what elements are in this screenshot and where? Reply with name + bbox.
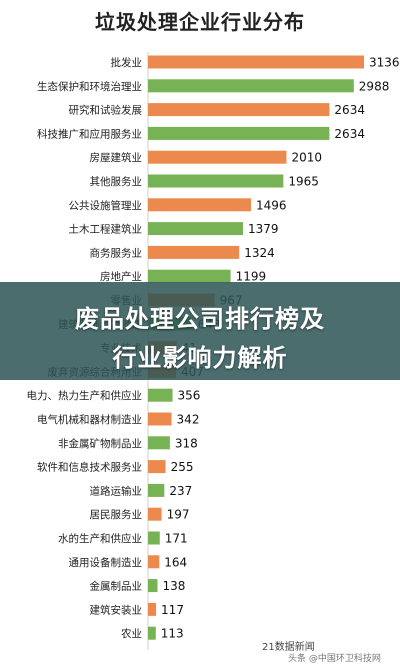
category-label: 生态保护和环境治理业 [37,80,142,93]
category-label: 电力、热力生产和供应业 [27,389,143,402]
watermark-text: 头条 @中国环卫科技网 [288,654,381,664]
headline-line-1: 废品处理公司排行榜及 [75,305,325,333]
value-label: 2010 [291,151,322,165]
value-label: 237 [169,484,192,498]
category-label: 软件和信息技术服务业 [37,461,142,474]
category-label: 金属制品业 [90,580,143,593]
category-label: 科技推广和应用服务业 [37,127,142,140]
category-label: 通用设备制造业 [69,556,143,569]
headline-banner [0,282,400,380]
bar [148,507,162,521]
bar [148,412,172,426]
value-label: 2634 [334,103,365,117]
value-label: 356 [178,389,201,403]
value-label: 1379 [248,222,279,236]
value-label: 342 [177,413,200,427]
category-label: 其他服务业 [90,175,143,188]
category-label: 建筑安装业 [90,603,143,616]
bar [148,222,243,236]
headline-line-2: 行业影响力解析 [112,344,288,372]
bar [148,436,170,450]
value-label: 113 [161,627,184,641]
category-label: 非金属矿物制品业 [58,437,142,450]
value-label: 3136 [369,56,400,70]
value-label: 197 [167,508,190,522]
value-label: 318 [175,436,198,450]
bar [148,150,287,164]
category-label: 研究和试验发展 [69,104,143,117]
value-label: 1965 [288,175,319,189]
value-label: 164 [164,555,187,569]
category-label: 电气机械和器材制造业 [37,413,142,426]
category-label: 农业 [121,627,142,640]
category-label: 批发业 [111,56,143,69]
category-label: 居民服务业 [90,508,143,521]
bar [148,245,240,259]
bar [148,103,330,117]
value-label: 255 [171,460,194,474]
bar [148,483,165,497]
category-label: 商务服务业 [90,246,143,259]
category-label: 房地产业 [100,270,142,283]
bar [148,388,173,402]
category-label: 房屋建筑业 [90,151,143,164]
source-credit: 21数据新闻 [262,642,315,653]
value-label: 171 [165,532,188,546]
bar [148,198,252,212]
value-label: 2634 [334,127,365,141]
category-label: 水的生产和供应业 [58,532,142,545]
value-label: 117 [161,603,184,617]
bar [148,531,160,545]
bar [148,55,364,69]
bar [148,626,156,640]
value-label: 1324 [244,246,275,260]
bar [148,174,284,188]
value-label: 138 [163,579,186,593]
value-label: 1496 [256,198,287,212]
bar [148,579,158,593]
bar [148,126,330,140]
bar [148,602,157,616]
bar [148,269,231,283]
bar [148,79,354,93]
category-label: 道路运输业 [90,484,143,497]
category-label: 公共设施管理业 [69,199,143,212]
category-label: 土木工程建筑业 [69,223,143,236]
value-label: 2988 [359,79,390,93]
chart-title: 垃圾处理企业行业分布 [95,10,305,34]
value-label: 1199 [236,270,267,284]
bar [148,555,160,569]
bar [148,460,166,474]
